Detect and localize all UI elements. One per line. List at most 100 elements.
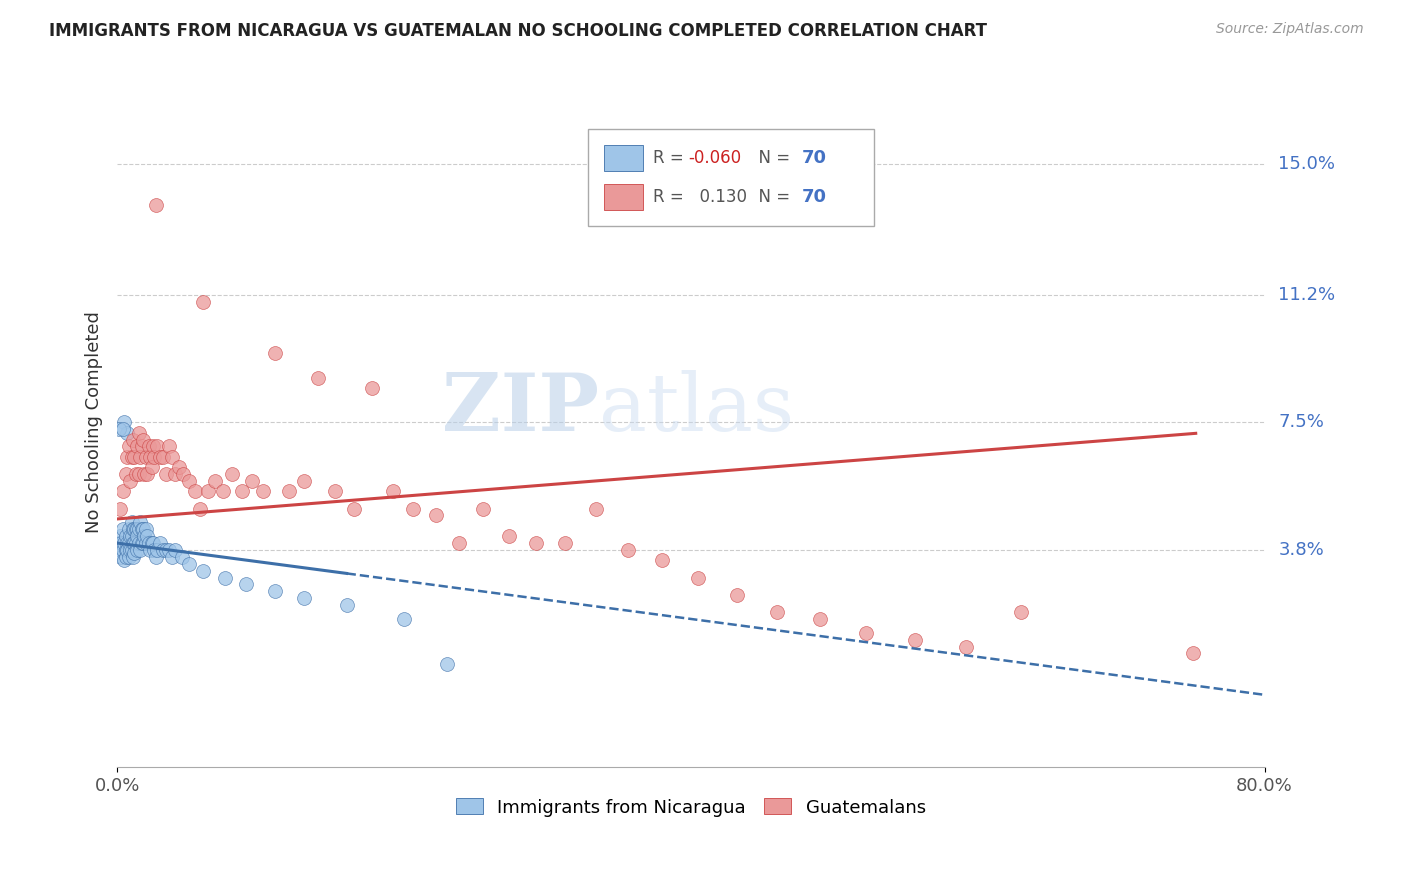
- Text: 70: 70: [803, 149, 827, 167]
- Point: [425, 508, 447, 523]
- Text: 7.5%: 7.5%: [1278, 413, 1324, 432]
- Point: [139, 543, 162, 558]
- Y-axis label: No Schooling Completed: No Schooling Completed: [86, 311, 103, 533]
- FancyBboxPatch shape: [588, 129, 875, 226]
- Point: [725, 588, 748, 602]
- Point: [145, 549, 167, 564]
- Point: [111, 543, 134, 558]
- Point: [149, 450, 172, 464]
- Point: [134, 467, 156, 481]
- Point: [135, 450, 157, 464]
- Point: [108, 543, 131, 558]
- Point: [111, 422, 134, 436]
- Point: [125, 522, 148, 536]
- Point: [132, 522, 155, 536]
- Point: [278, 484, 301, 499]
- Point: [264, 346, 287, 360]
- Point: [114, 529, 136, 543]
- Point: [121, 516, 143, 530]
- Point: [142, 536, 165, 550]
- Point: [381, 484, 404, 499]
- Point: [766, 605, 789, 619]
- Point: [177, 474, 200, 488]
- Point: [127, 440, 149, 454]
- Point: [401, 501, 423, 516]
- Point: [436, 657, 458, 671]
- Point: [292, 591, 315, 606]
- Point: [183, 484, 205, 499]
- Point: [132, 536, 155, 550]
- Point: [135, 536, 157, 550]
- Point: [112, 553, 135, 567]
- Point: [149, 536, 172, 550]
- Point: [136, 467, 159, 481]
- Point: [157, 440, 180, 454]
- Point: [855, 625, 877, 640]
- Point: [121, 543, 143, 558]
- Point: [128, 425, 150, 440]
- Point: [160, 549, 183, 564]
- Point: [231, 484, 253, 499]
- Point: [134, 529, 156, 543]
- Point: [155, 543, 177, 558]
- FancyBboxPatch shape: [603, 184, 643, 211]
- Point: [1181, 647, 1204, 661]
- Point: [616, 543, 638, 558]
- Text: 0.130: 0.130: [689, 188, 747, 206]
- Point: [152, 543, 174, 558]
- Point: [160, 450, 183, 464]
- Point: [152, 450, 174, 464]
- Text: atlas: atlas: [599, 369, 794, 448]
- Point: [146, 440, 169, 454]
- Text: IMMIGRANTS FROM NICARAGUA VS GUATEMALAN NO SCHOOLING COMPLETED CORRELATION CHART: IMMIGRANTS FROM NICARAGUA VS GUATEMALAN …: [49, 22, 987, 40]
- Point: [193, 564, 215, 578]
- Point: [129, 543, 152, 558]
- Point: [163, 543, 186, 558]
- Point: [141, 460, 163, 475]
- Point: [904, 632, 927, 647]
- Point: [585, 501, 607, 516]
- Point: [145, 198, 167, 212]
- Point: [172, 467, 194, 481]
- Point: [143, 543, 166, 558]
- Point: [808, 612, 831, 626]
- Point: [292, 474, 315, 488]
- Point: [252, 484, 274, 499]
- Point: [138, 440, 160, 454]
- Point: [107, 536, 129, 550]
- Point: [141, 536, 163, 550]
- Point: [955, 640, 977, 654]
- Point: [115, 536, 138, 550]
- Point: [235, 577, 257, 591]
- Point: [120, 543, 142, 558]
- Point: [138, 536, 160, 550]
- Point: [124, 536, 146, 550]
- Point: [125, 467, 148, 481]
- Point: [120, 529, 142, 543]
- Point: [127, 529, 149, 543]
- Point: [143, 450, 166, 464]
- Point: [139, 450, 162, 464]
- Point: [155, 467, 177, 481]
- Text: N =: N =: [748, 149, 796, 167]
- Point: [122, 536, 145, 550]
- Point: [142, 440, 165, 454]
- Point: [128, 467, 150, 481]
- Point: [323, 484, 346, 499]
- Point: [125, 536, 148, 550]
- Point: [447, 536, 470, 550]
- Point: [112, 415, 135, 429]
- Point: [361, 381, 384, 395]
- Point: [118, 522, 141, 536]
- Point: [114, 549, 136, 564]
- Text: -0.060: -0.060: [689, 149, 742, 167]
- Point: [128, 536, 150, 550]
- Point: [121, 529, 143, 543]
- Point: [115, 425, 138, 440]
- Point: [131, 440, 153, 454]
- Text: ZIP: ZIP: [441, 369, 599, 448]
- Text: 15.0%: 15.0%: [1278, 154, 1336, 173]
- FancyBboxPatch shape: [603, 145, 643, 171]
- Text: R =: R =: [652, 188, 689, 206]
- Point: [111, 522, 134, 536]
